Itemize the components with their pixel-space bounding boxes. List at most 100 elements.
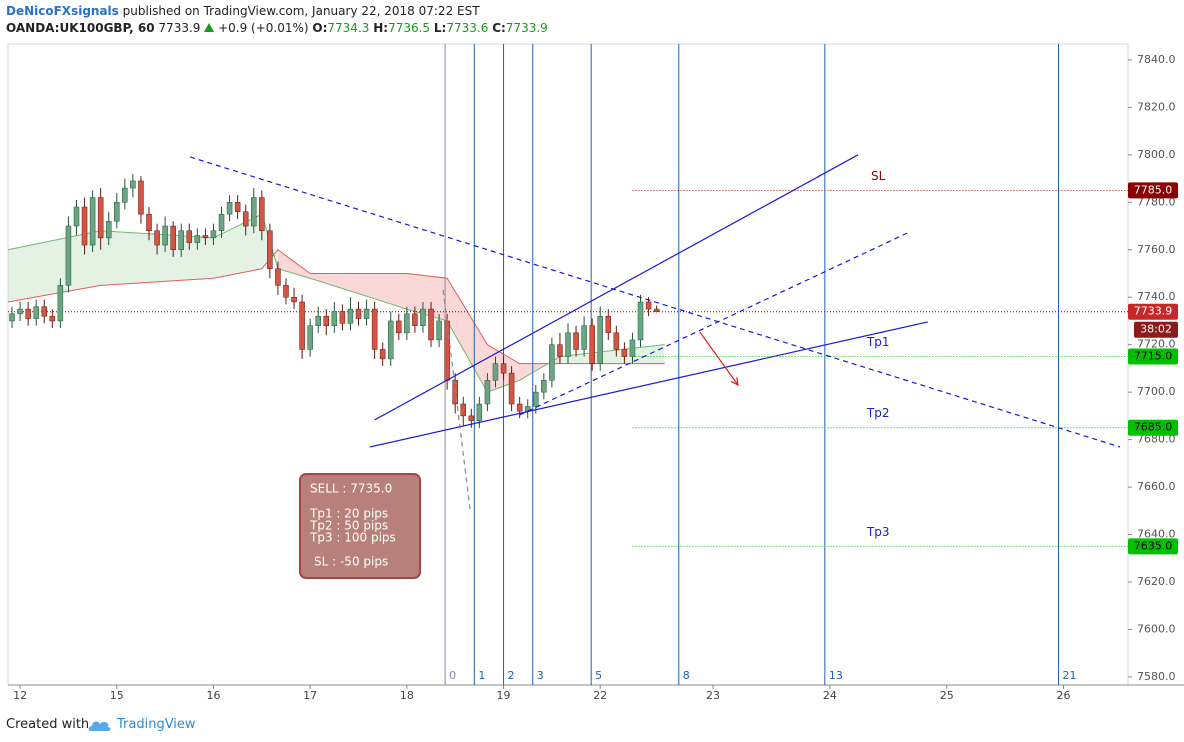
ohlc-value: 7734.3 [327,21,370,35]
candle-body [65,225,72,286]
plot-frame [7,43,1129,686]
candle-body [331,311,338,326]
candle-body [17,308,23,315]
info-line: SELL : 7735.0 [310,482,392,496]
trend-line [374,154,859,421]
x-tick-label: 26 [1057,689,1071,702]
timer-tag [1134,321,1178,338]
author[interactable]: DeNicoFXsignals [6,4,119,18]
chart: 7580.0 7600.0 7620.0 7640.0 7660.0 7680.0 7700… [7,43,1184,702]
price-tag-label: 7635.0 [1134,539,1173,552]
candle-body [162,225,168,246]
up-arrow [204,23,215,32]
change: +0.9 (+0.01%) [218,21,309,35]
timer-label: 38:02 [1140,323,1172,336]
logo [88,721,111,731]
price-tag-label: 7685.0 [1134,421,1173,434]
candle-body [242,211,249,227]
info-line: Tp3 : 100 pips [309,531,396,545]
y-tick-label: 7720.0 [1137,338,1176,351]
candle-body [637,301,644,341]
info-line: SL : -50 pips [314,555,388,569]
candle-body [549,344,555,381]
cloud-segment [310,273,407,310]
candle-body [275,268,281,286]
price-tag-label: 7785.0 [1134,183,1173,196]
candle-body [291,296,297,303]
candle-body [597,315,603,364]
candle-body [25,308,31,319]
trend-line [519,232,908,416]
candle-body [283,285,289,298]
y-tick-label: 7780.0 [1137,195,1176,208]
fib-zone-label: 13 [829,669,843,682]
candle-body [299,301,305,350]
candle-body [122,187,128,203]
candle-body [138,180,144,215]
fib-zone-label: 2 [508,669,515,682]
cloud-span_b [7,249,665,365]
trend-line [442,289,471,510]
x-tick-label: 17 [303,689,317,702]
candle-body [613,332,620,350]
last-price-label: 7733.9 [1134,305,1173,318]
price-tag-label: 7715.0 [1134,350,1173,363]
fib-zone-label: 1 [478,669,485,682]
symbol: OANDA:UK100GBP, 60 [6,21,155,35]
candle-body [154,230,160,246]
cloud-segment [213,214,262,279]
last-price-tag [1128,303,1178,320]
candle-body [41,306,48,317]
candle-body [114,202,120,222]
info-line: Tp2 : 50 pips [309,519,388,533]
y-tick-label: 7740.0 [1137,290,1176,303]
y-tick-label: 7820.0 [1137,100,1176,113]
candle-body [251,197,257,227]
candle-body [49,315,56,322]
y-tick-label: 7600.0 [1137,622,1176,635]
candle-body [404,313,410,334]
candle-body [444,320,450,381]
candle-body [460,403,467,417]
candle-body [371,308,378,350]
cloud-segment [406,273,448,321]
y-tick-label: 7620.0 [1137,575,1176,588]
ohlc: O:7734.3 H:7736.5 L:7733.6 C:7733.9 [312,21,547,35]
candle-body [653,308,660,312]
level-name: Tp3 [866,525,890,539]
published: published on TradingView.com, January 22… [122,4,480,18]
candle-body [621,349,628,357]
candle-body [73,206,80,227]
quote-line: OANDA:UK100GBP, 60 7733.9 +0.9 (+0.01%) … [6,20,548,37]
candle-body [565,332,571,357]
y-tick-label: 7800.0 [1137,148,1176,161]
candle-body [492,363,499,381]
candle-body [210,230,217,239]
candle-body [412,313,418,326]
y-tick-label: 7840.0 [1137,53,1176,66]
fib-zone-label: 21 [1063,669,1077,682]
candle-body [573,332,579,350]
candle-body [581,325,587,350]
x-tick-label: 22 [593,689,607,702]
brand[interactable]: TradingView [117,717,196,732]
y-tick-label: 7760.0 [1137,243,1176,256]
ohlc-value: 7733.6 [446,21,489,35]
fib-zone-label: 0 [449,669,456,682]
candle-body [234,202,241,213]
ohlc-value: 7733.9 [505,21,548,35]
price-tag [1128,419,1178,436]
x-tick-label: 24 [823,689,837,702]
candle-body [533,391,539,407]
x-tick-label: 25 [940,689,954,702]
candle-body [476,403,483,421]
candle-body [589,325,595,364]
candle-body [508,372,515,405]
candle-body [130,180,136,189]
y-tick-label: 7580.0 [1137,670,1176,683]
candle-body [97,197,104,239]
candle-body [218,213,225,232]
candle-body [178,230,184,251]
fib-zone-label: 5 [595,669,602,682]
